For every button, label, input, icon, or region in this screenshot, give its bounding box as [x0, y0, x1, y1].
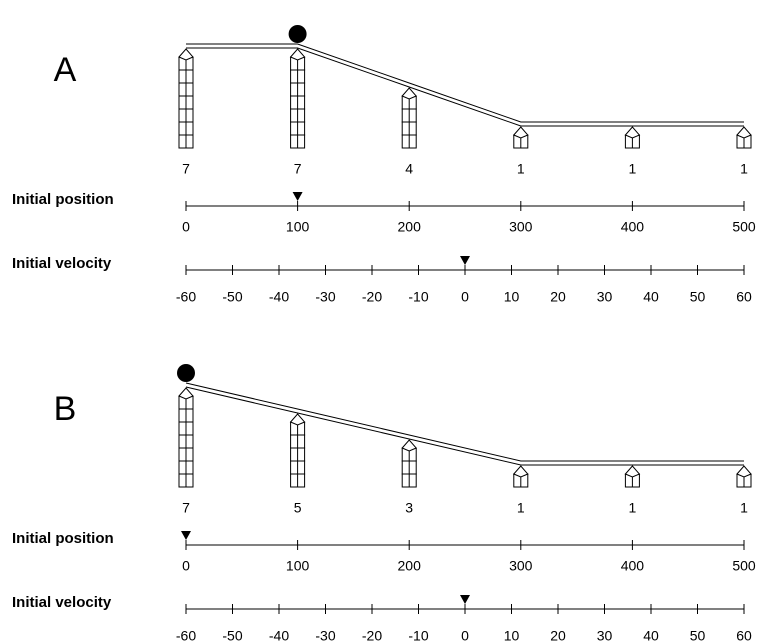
panel-label: B — [54, 390, 77, 428]
stack-cap — [401, 439, 418, 452]
tick-label: -40 — [269, 628, 289, 643]
stack — [512, 126, 529, 149]
tick-label: 20 — [550, 628, 566, 643]
stack — [736, 126, 752, 149]
stack — [401, 87, 418, 149]
tick-label: -50 — [222, 628, 242, 643]
tick-label: -20 — [362, 628, 382, 643]
tick-label: 40 — [643, 289, 659, 305]
stack-count: 3 — [405, 500, 413, 516]
stack — [289, 413, 306, 488]
stack-cap — [401, 87, 418, 100]
tick-label: 500 — [732, 219, 756, 235]
track — [186, 47, 744, 127]
stack-count: 7 — [182, 500, 190, 516]
stack — [178, 48, 194, 149]
stack-count: 7 — [294, 161, 302, 177]
tick-label: 200 — [398, 558, 422, 574]
stack-count: 5 — [294, 500, 302, 516]
stack-count: 1 — [517, 500, 525, 516]
axis-title: Initial velocity — [12, 594, 112, 611]
tick-label: 400 — [621, 558, 645, 574]
position-marker — [292, 192, 303, 201]
stack-cap — [624, 126, 641, 139]
stack — [178, 387, 194, 488]
stack-cap — [178, 387, 194, 400]
stack-cap — [736, 465, 752, 478]
tick-label: 400 — [621, 219, 645, 235]
track — [186, 43, 744, 123]
axis-title: Initial velocity — [12, 255, 112, 272]
stack-count: 7 — [182, 161, 190, 177]
panel-label: A — [54, 51, 77, 89]
tick-label: -60 — [176, 289, 196, 305]
tick-label: 50 — [690, 628, 706, 643]
stack-cap — [624, 465, 641, 478]
tick-label: 30 — [597, 628, 613, 643]
stack — [401, 439, 418, 488]
velocity-marker — [460, 256, 470, 265]
stack — [624, 465, 641, 488]
tick-label: 60 — [736, 289, 752, 305]
tick-label: 100 — [286, 558, 310, 574]
stack — [736, 465, 752, 488]
tick-label: -10 — [408, 628, 428, 643]
tick-label: 50 — [690, 289, 706, 305]
stack — [512, 465, 529, 488]
tick-label: 0 — [182, 219, 190, 235]
position-marker — [181, 531, 191, 540]
axis-title: Initial position — [12, 530, 114, 547]
tick-label: 30 — [597, 289, 613, 305]
tick-label: 20 — [550, 289, 566, 305]
stack-cap — [736, 126, 752, 139]
stack — [624, 126, 641, 149]
stack-cap — [289, 48, 306, 61]
stack-cap — [512, 465, 529, 478]
tick-label: 100 — [286, 219, 310, 235]
ball — [177, 364, 195, 382]
tick-label: 10 — [504, 289, 520, 305]
tick-label: 300 — [509, 558, 533, 574]
track — [185, 386, 744, 466]
stack-count: 1 — [517, 161, 525, 177]
tick-label: 0 — [461, 289, 469, 305]
stack-cap — [512, 126, 529, 139]
tick-label: -60 — [176, 628, 196, 643]
tick-label: 200 — [398, 219, 422, 235]
tick-label: 0 — [182, 558, 190, 574]
tick-label: 40 — [643, 628, 659, 643]
stack-cap — [289, 413, 306, 426]
axis-title: Initial position — [12, 191, 114, 208]
stack-count: 4 — [405, 161, 413, 177]
stack-count: 1 — [629, 500, 637, 516]
tick-label: -50 — [222, 289, 242, 305]
stack-cap — [178, 48, 194, 61]
tick-label: 0 — [461, 628, 469, 643]
stack — [289, 48, 306, 149]
stack-count: 1 — [740, 161, 748, 177]
tick-label: -20 — [362, 289, 382, 305]
tick-label: 60 — [736, 628, 752, 643]
tick-label: -10 — [408, 289, 428, 305]
tick-label: -30 — [315, 628, 335, 643]
stack-count: 1 — [740, 500, 748, 516]
track — [185, 382, 744, 462]
ball — [288, 25, 307, 43]
tick-label: -30 — [315, 289, 335, 305]
tick-label: 500 — [732, 558, 756, 574]
tick-label: 300 — [509, 219, 533, 235]
stack-count: 1 — [629, 161, 637, 177]
velocity-marker — [460, 595, 470, 604]
tick-label: 10 — [504, 628, 520, 643]
tick-label: -40 — [269, 289, 289, 305]
